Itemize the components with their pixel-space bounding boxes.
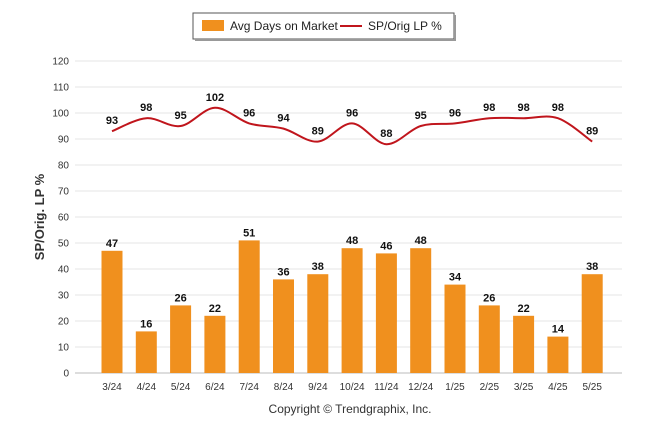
x-tick-label: 10/24 [340,382,365,393]
bar-data-label: 22 [517,303,529,315]
line-data-label: 96 [449,107,461,119]
bar [135,331,157,373]
bar [170,305,192,373]
legend-box-shadow [454,15,456,41]
legend-swatch-bar [202,20,224,31]
bar [513,315,535,373]
y-tick-label: 40 [58,265,70,276]
legend-box-shadow-bottom [195,39,456,41]
bar [444,284,466,373]
x-axis-ticks: 3/24 4/24 5/24 6/24 7/24 8/24 9/24 10/24 11/24 12… [102,382,602,393]
bar [410,248,432,373]
y-tick-label: 20 [58,317,70,328]
x-tick-label: 4/25 [548,382,568,393]
x-tick-label: 9/24 [308,382,328,393]
bar-labels: 47 16 26 22 51 36 38 48 46 48 34 26 22 14 38 [106,227,598,335]
bar [375,253,397,373]
line-data-label: 98 [552,102,564,114]
bar-data-label: 16 [140,318,152,330]
line-data-label: 96 [243,107,255,119]
y-tick-label: 100 [52,109,69,120]
line-labels: 93 98 95 102 96 94 89 96 88 95 96 98 98 98 89 [106,92,598,140]
bar-data-label: 48 [346,235,358,247]
bar-data-label: 22 [209,303,221,315]
bar [307,274,329,373]
bar [101,250,123,373]
y-axis-ticks: 0 10 20 30 40 50 60 70 80 90 100 110 120 [52,57,69,380]
line-data-label: 95 [415,110,427,122]
line-data-label: 98 [140,102,152,114]
bar [581,274,603,373]
bar [478,305,500,373]
x-tick-label: 4/24 [137,382,157,393]
y-tick-label: 50 [58,239,70,250]
line-data-label: 102 [206,92,224,104]
x-tick-label: 7/24 [239,382,259,393]
line-data-label: 89 [312,126,324,138]
line-data-label: 93 [106,115,118,127]
line-series [111,106,593,146]
bar-data-label: 26 [483,292,495,304]
bar-data-label: 38 [312,261,324,273]
legend: Avg Days on Market SP/Orig LP % [192,12,456,41]
line-data-label: 95 [174,110,186,122]
line-path [111,106,593,146]
bar-data-label: 38 [586,261,598,273]
x-tick-label: 3/24 [102,382,122,393]
legend-label-bar: Avg Days on Market [230,19,338,33]
y-tick-label: 120 [52,57,69,68]
bar-data-label: 51 [243,227,255,239]
grid [75,60,622,374]
y-tick-label: 10 [58,343,70,354]
line-data-label: 98 [483,102,495,114]
legend-box [192,12,455,40]
x-tick-label: 5/25 [582,382,602,393]
copyright: Copyright © Trendgraphix, Inc. [269,402,432,416]
bar [547,336,569,373]
line-data-label: 88 [380,128,392,140]
x-tick-label: 8/24 [274,382,294,393]
x-tick-label: 6/24 [205,382,225,393]
x-tick-label: 3/25 [514,382,534,393]
bar-data-label: 36 [277,266,289,278]
legend-label-line: SP/Orig LP % [368,19,442,33]
bar [204,315,226,373]
bar [341,248,363,373]
y-tick-label: 60 [58,213,70,224]
bars [101,240,603,373]
x-tick-label: 5/24 [171,382,191,393]
bar-data-label: 14 [552,324,565,336]
bar-data-label: 26 [174,292,186,304]
bar-data-label: 34 [449,272,462,284]
x-tick-label: 12/24 [408,382,433,393]
x-tick-label: 2/25 [480,382,500,393]
y-tick-label: 110 [53,83,69,94]
bar-data-label: 47 [106,238,118,250]
line-data-label: 96 [346,107,358,119]
y-tick-label: 90 [58,135,70,146]
y-axis-label: SP/Orig. LP % [32,173,47,260]
y-tick-label: 80 [58,161,70,172]
y-tick-label: 70 [58,187,70,198]
line-data-label: 89 [586,126,598,138]
y-tick-label: 30 [58,291,70,302]
x-tick-label: 1/25 [445,382,465,393]
line-data-label: 98 [517,102,529,114]
bar [273,279,294,373]
bar-data-label: 48 [415,235,427,247]
bar [238,240,260,373]
bar-data-label: 46 [380,240,392,252]
line-data-label: 94 [277,113,290,125]
y-tick-label: 0 [63,369,69,380]
x-tick-label: 11/24 [374,382,399,393]
